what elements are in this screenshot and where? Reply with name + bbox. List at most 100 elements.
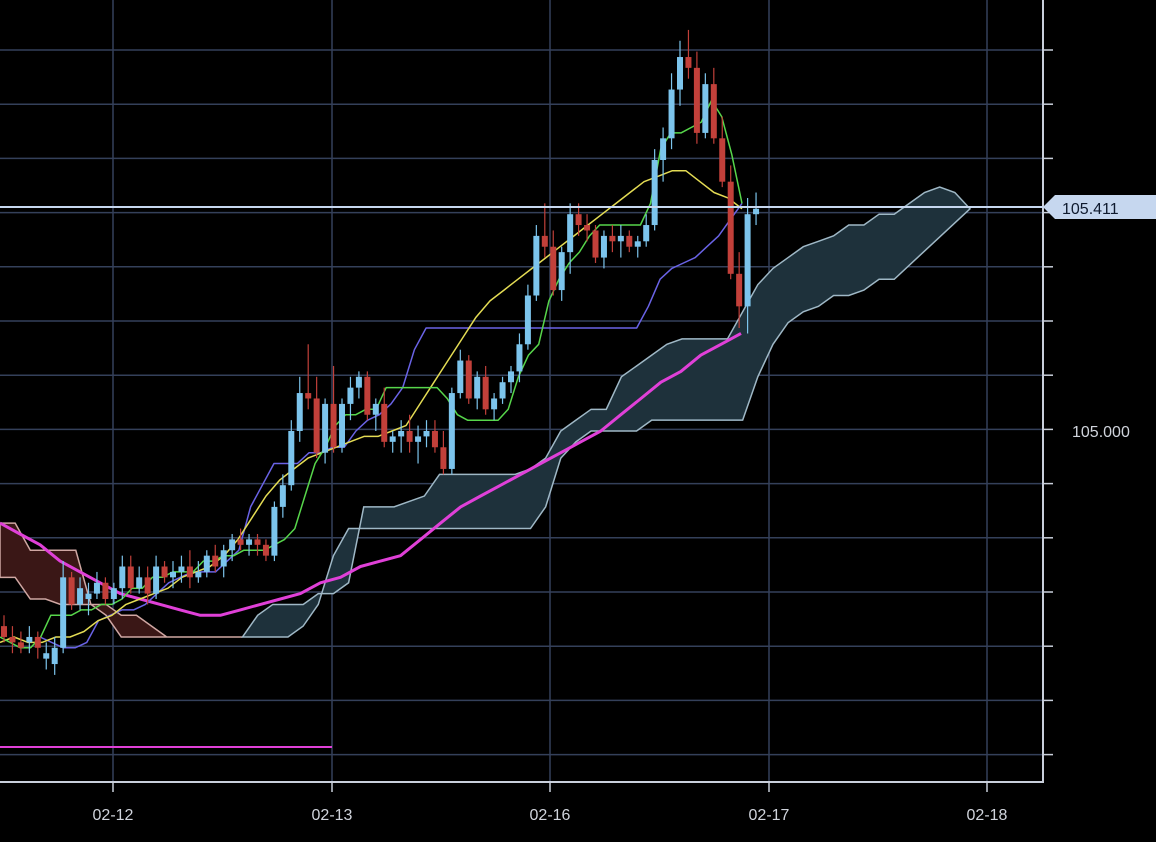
candle <box>144 566 151 605</box>
candle <box>727 165 734 280</box>
candle <box>550 230 557 296</box>
ma-short-line <box>0 170 743 644</box>
candle <box>17 631 24 654</box>
candle <box>592 225 599 263</box>
candle <box>288 420 295 491</box>
candle <box>398 420 405 453</box>
candle <box>693 51 700 144</box>
candle <box>541 203 548 258</box>
candle <box>668 73 675 150</box>
candle <box>60 561 67 654</box>
y-tick-label-105: 105.000 <box>1072 424 1130 441</box>
candle <box>457 349 464 399</box>
candle <box>508 365 514 394</box>
candle <box>719 116 726 188</box>
candle <box>736 252 743 329</box>
candle <box>313 376 320 459</box>
candle <box>85 582 92 616</box>
candle <box>516 333 523 383</box>
candle <box>431 420 438 453</box>
candle <box>305 344 312 410</box>
candles <box>1 29 760 675</box>
candle <box>643 214 650 247</box>
candle <box>195 561 202 583</box>
current-price-tag: 105.411 <box>0 195 1156 219</box>
candle <box>119 555 126 600</box>
candle <box>170 561 176 589</box>
candle <box>685 29 692 79</box>
candle <box>389 431 396 453</box>
candle <box>626 230 633 253</box>
candle <box>702 73 709 139</box>
candle <box>677 40 683 106</box>
candle <box>617 225 624 258</box>
candle <box>43 642 50 670</box>
candle <box>26 626 33 654</box>
candle <box>381 387 388 448</box>
candle <box>102 577 109 605</box>
candle <box>330 365 337 453</box>
candle <box>136 566 143 594</box>
candle <box>558 246 565 301</box>
candle <box>77 577 84 610</box>
candle <box>415 425 422 464</box>
candle <box>660 127 667 182</box>
candle <box>651 149 658 231</box>
candle <box>499 376 506 404</box>
candle <box>482 365 489 415</box>
candle <box>262 539 269 562</box>
x-tick-label-3: 02-17 <box>749 807 790 824</box>
candle <box>406 414 413 453</box>
candle <box>246 533 253 556</box>
candle <box>710 67 717 144</box>
candle <box>744 197 751 334</box>
x-tick-labels: 02-12 02-13 02-16 02-17 02-18 <box>93 782 1008 824</box>
candle <box>372 398 379 431</box>
candle <box>254 533 261 556</box>
current-price-label: 105.411 <box>1062 201 1119 218</box>
candle <box>220 544 227 578</box>
candle <box>584 214 591 242</box>
candle <box>753 192 760 226</box>
candle <box>127 555 134 594</box>
candle <box>34 631 41 659</box>
candle <box>93 571 100 600</box>
candle <box>237 528 244 551</box>
candle <box>364 371 371 421</box>
candle <box>600 230 607 269</box>
candle <box>51 636 58 675</box>
candle <box>9 626 16 654</box>
candle <box>423 420 430 448</box>
ma-long-line <box>0 332 742 617</box>
candle <box>161 561 168 583</box>
candle <box>575 203 582 236</box>
candle <box>355 371 362 399</box>
candle <box>524 284 531 350</box>
candle <box>1 615 7 643</box>
candle <box>212 544 219 572</box>
candle <box>347 376 354 421</box>
candle <box>110 582 117 605</box>
x-tick-label-1: 02-13 <box>312 807 353 824</box>
candle <box>634 235 641 258</box>
cloud-bullish <box>241 186 972 638</box>
candle <box>533 225 540 301</box>
y-tick-marks <box>1043 49 1053 756</box>
x-tick-label-0: 02-12 <box>93 807 134 824</box>
ichimoku-cloud <box>0 186 972 638</box>
candle <box>339 398 345 453</box>
tenkan-line <box>0 99 743 649</box>
candle <box>440 431 447 475</box>
candle <box>279 474 286 518</box>
candle <box>322 398 329 464</box>
candle <box>68 571 75 610</box>
candle <box>229 533 236 562</box>
candle <box>186 550 193 589</box>
current-price-badge <box>1043 195 1156 219</box>
candle <box>271 501 278 562</box>
candle <box>448 387 455 475</box>
candle <box>203 550 210 578</box>
candle <box>296 376 303 442</box>
candle <box>609 225 616 253</box>
